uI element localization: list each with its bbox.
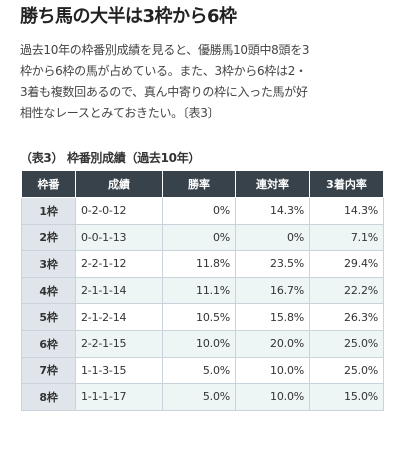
header-top3-rate: 3着内率 xyxy=(309,170,384,198)
record-cell: 1-1-3-15 xyxy=(75,356,163,385)
paragraph-line: 枠から6枠の馬が占めている。また、3枠から6枠は2・ xyxy=(20,64,307,78)
top2-rate-cell: 10.0% xyxy=(235,383,310,411)
top3-rate-cell: 25.0% xyxy=(309,356,384,385)
waku-cell: 1枠 xyxy=(21,197,76,225)
top3-rate-cell: 25.0% xyxy=(309,329,384,358)
table-row: 3枠 2-2-1-12 11.8% 23.5% 29.4% xyxy=(21,250,384,278)
header-top2-rate: 連対率 xyxy=(235,170,310,198)
table-caption: （表3） 枠番別成績（過去10年） xyxy=(20,151,201,165)
section-heading: 勝ち馬の大半は3枠から6枠 xyxy=(20,6,237,27)
top3-rate-cell: 7.1% xyxy=(309,223,384,252)
top2-rate-cell: 20.0% xyxy=(235,329,310,358)
win-rate-cell: 5.0% xyxy=(162,383,236,411)
top2-rate-cell: 14.3% xyxy=(235,197,310,225)
table-row: 4枠 2-1-1-14 11.1% 16.7% 22.2% xyxy=(21,276,384,305)
paragraph-line: 3着も複数回あるので、真ん中寄りの枠に入った馬が好 xyxy=(20,85,308,99)
paragraph-line: 相性なレースとみておきたい。〔表3〕 xyxy=(20,106,220,120)
waku-cell: 4枠 xyxy=(21,276,76,305)
table-row: 1枠 0-2-0-12 0% 14.3% 14.3% xyxy=(21,197,384,225)
top3-rate-cell: 29.4% xyxy=(309,250,384,278)
record-cell: 0-0-1-13 xyxy=(75,223,163,252)
win-rate-cell: 10.5% xyxy=(162,303,236,331)
header-waku: 枠番 xyxy=(21,170,76,198)
table-row: 2枠 0-0-1-13 0% 0% 7.1% xyxy=(21,223,384,252)
table-row: 6枠 2-2-1-15 10.0% 20.0% 25.0% xyxy=(21,329,384,358)
win-rate-cell: 5.0% xyxy=(162,356,236,385)
top2-rate-cell: 23.5% xyxy=(235,250,310,278)
body-paragraph: 過去10年の枠番別成績を見ると、優勝馬10頭中8頭を3 枠から6枠の馬が占めてい… xyxy=(20,40,386,124)
table-row: 8枠 1-1-1-17 5.0% 10.0% 15.0% xyxy=(21,383,384,411)
record-cell: 2-2-1-15 xyxy=(75,329,163,358)
top3-rate-cell: 15.0% xyxy=(309,383,384,411)
record-cell: 2-2-1-12 xyxy=(75,250,163,278)
top3-rate-cell: 14.3% xyxy=(309,197,384,225)
top2-rate-cell: 16.7% xyxy=(235,276,310,305)
win-rate-cell: 11.8% xyxy=(162,250,236,278)
record-cell: 2-1-2-14 xyxy=(75,303,163,331)
table-row: 7枠 1-1-3-15 5.0% 10.0% 25.0% xyxy=(21,356,384,385)
table-row: 5枠 2-1-2-14 10.5% 15.8% 26.3% xyxy=(21,303,384,331)
waku-cell: 6枠 xyxy=(21,329,76,358)
top3-rate-cell: 22.2% xyxy=(309,276,384,305)
record-cell: 1-1-1-17 xyxy=(75,383,163,411)
paragraph-line: 過去10年の枠番別成績を見ると、優勝馬10頭中8頭を3 xyxy=(20,43,310,57)
waku-cell: 2枠 xyxy=(21,223,76,252)
win-rate-cell: 10.0% xyxy=(162,329,236,358)
win-rate-cell: 11.1% xyxy=(162,276,236,305)
top2-rate-cell: 10.0% xyxy=(235,356,310,385)
waku-cell: 7枠 xyxy=(21,356,76,385)
waku-cell: 5枠 xyxy=(21,303,76,331)
top2-rate-cell: 15.8% xyxy=(235,303,310,331)
record-cell: 0-2-0-12 xyxy=(75,197,163,225)
table-header-row: 枠番 成績 勝率 連対率 3着内率 xyxy=(21,170,384,198)
win-rate-cell: 0% xyxy=(162,197,236,225)
record-cell: 2-1-1-14 xyxy=(75,276,163,305)
header-record: 成績 xyxy=(75,170,163,198)
top2-rate-cell: 0% xyxy=(235,223,310,252)
win-rate-cell: 0% xyxy=(162,223,236,252)
results-table: 枠番 成績 勝率 連対率 3着内率 1枠 0-2-0-12 0% 14.3% 1… xyxy=(21,170,384,411)
waku-cell: 8枠 xyxy=(21,383,76,411)
header-win-rate: 勝率 xyxy=(162,170,236,198)
waku-cell: 3枠 xyxy=(21,250,76,278)
top3-rate-cell: 26.3% xyxy=(309,303,384,331)
